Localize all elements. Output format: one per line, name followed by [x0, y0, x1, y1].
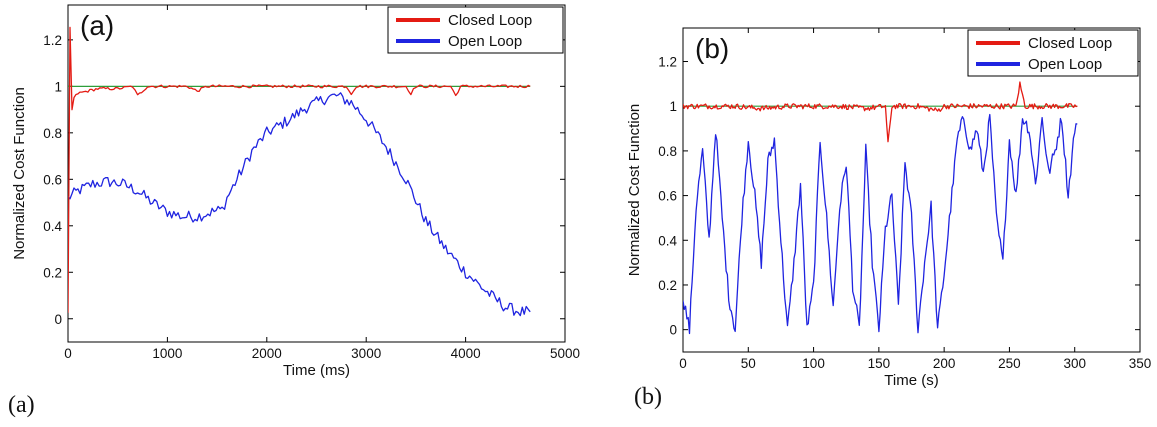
x-tick-label: 50	[741, 356, 756, 371]
caption-b: (b)	[634, 384, 662, 410]
x-tick-label: 2000	[252, 346, 282, 361]
y-tick-label: 0.4	[658, 233, 677, 248]
plot-area	[682, 27, 1141, 353]
series-line-closed-loop	[683, 81, 1078, 143]
legend: Closed Loop Open Loop	[967, 29, 1139, 77]
x-axis-label: Time (s)	[884, 372, 938, 389]
legend-box	[967, 29, 1139, 77]
x-tick-label: 350	[1129, 356, 1152, 371]
x-tick-label: 0	[64, 346, 72, 361]
y-tick-label: 0.2	[658, 278, 677, 293]
legend-label: Closed Loop	[448, 12, 532, 29]
y-tick-label: 1.2	[658, 55, 677, 70]
y-tick-label: 0.8	[658, 144, 677, 159]
x-tick-label: 250	[998, 356, 1021, 371]
legend-box	[387, 6, 564, 54]
chart-panel-b: 0 50 100 150 200 250 300 350 0 0.2 0.4 0.6 0.8 1 1.2 Ti…	[626, 27, 1152, 389]
panel-label: (a)	[80, 10, 114, 41]
x-axis-label: Time (ms)	[283, 362, 350, 379]
x-tick-label: 200	[933, 356, 956, 371]
legend-label: Open Loop	[1028, 56, 1102, 73]
y-tick-label: 0	[669, 323, 677, 338]
y-axis-label: Normalized Cost Function	[11, 87, 28, 260]
x-tick-label: 1000	[152, 346, 182, 361]
plot-area	[67, 4, 566, 343]
x-tick-label: 4000	[451, 346, 481, 361]
y-tick-label: 0.4	[43, 219, 62, 234]
x-tick-label: 0	[679, 356, 687, 371]
y-tick-label: 0.6	[43, 172, 62, 187]
y-tick-label: 1.2	[43, 33, 62, 48]
x-tick-label: 3000	[351, 346, 381, 361]
x-tick-label: 5000	[550, 346, 580, 361]
series-line-closed-loop	[68, 26, 531, 313]
y-tick-label: 0.8	[43, 126, 62, 141]
y-axis-label: Normalized Cost Function	[626, 104, 643, 277]
x-tick-label: 150	[868, 356, 891, 371]
chart-panel-a: 0 1000 2000 3000 4000 5000 0 0.2 0.4 0.6 0.8 1 1.2 Ti…	[11, 4, 580, 379]
y-tick-label: 1	[669, 99, 677, 114]
plot-lines	[68, 26, 531, 317]
series-line-open-loop	[683, 113, 1078, 335]
legend-label: Open Loop	[448, 33, 522, 50]
y-tick-label: 0	[54, 312, 62, 327]
legend-label: Closed Loop	[1028, 35, 1112, 52]
caption-a: (a)	[8, 392, 35, 418]
x-tick-label: 100	[802, 356, 825, 371]
y-tick-label: 0.2	[43, 265, 62, 280]
plot-lines	[683, 81, 1078, 335]
y-tick-label: 0.6	[658, 189, 677, 204]
panel-label: (b)	[695, 33, 729, 64]
legend: Closed Loop Open Loop	[387, 6, 564, 54]
x-tick-label: 300	[1063, 356, 1086, 371]
series-line-open-loop	[68, 92, 531, 317]
y-tick-label: 1	[54, 79, 62, 94]
